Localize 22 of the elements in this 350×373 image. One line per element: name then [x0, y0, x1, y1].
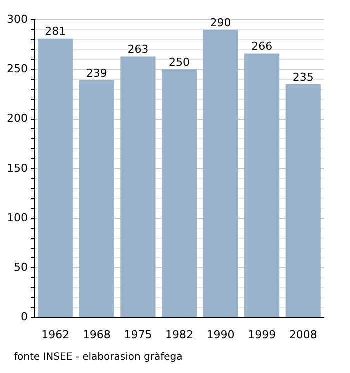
y-tick-label: 150 [6, 162, 28, 175]
y-tick-label: 50 [14, 261, 28, 274]
data-label: 235 [292, 70, 314, 84]
x-tick-label: 1982 [166, 328, 194, 342]
y-tick-label: 0 [20, 310, 28, 324]
data-label: 239 [86, 66, 108, 80]
data-label: 290 [210, 16, 232, 30]
data-label: 281 [45, 25, 66, 38]
x-tick-label: 1999 [248, 328, 276, 342]
y-tick-label: 100 [6, 211, 28, 224]
data-label: 266 [252, 40, 273, 54]
x-tick-label: 1990 [206, 328, 235, 342]
x-tick-label: 2008 [289, 328, 318, 342]
data-label: 263 [128, 43, 149, 56]
x-tick-label: 1968 [82, 328, 111, 342]
data-label: 250 [169, 56, 190, 69]
x-tick-label: 1962 [42, 328, 70, 342]
y-tick-label: 300 [6, 12, 28, 26]
y-tick-label: 250 [6, 62, 28, 76]
source-note: fonte INSEE - elaborasion gràfega [14, 352, 183, 363]
y-tick-label: 200 [6, 112, 28, 126]
x-tick-label: 1975 [124, 328, 152, 342]
